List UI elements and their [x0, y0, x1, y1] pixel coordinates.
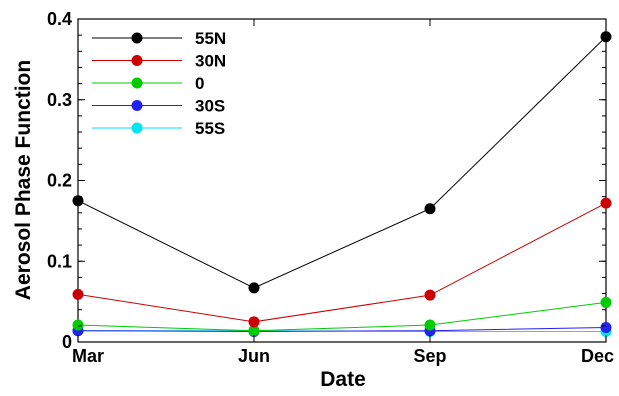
y-axis-title: Aerosol Phase Function — [12, 60, 35, 300]
x-tick-label: Dec — [581, 346, 614, 366]
series-line-30N — [77, 202, 607, 323]
y-tick-label: 0 — [62, 332, 72, 352]
x-tick-label: Jun — [238, 346, 270, 366]
legend-entry: 0 — [92, 74, 204, 93]
x-tick-label: Mar — [72, 346, 104, 366]
y-tick-label: 0.2 — [47, 171, 72, 191]
legend-marker — [131, 55, 143, 66]
y-tick-label: 0.4 — [47, 9, 72, 29]
legend-entry: 55S — [92, 119, 225, 138]
legend-label: 30S — [195, 97, 225, 116]
data-point-0 — [424, 319, 436, 331]
series-line-30S — [77, 326, 607, 333]
data-point-55N — [424, 203, 436, 215]
legend-label: 0 — [195, 74, 204, 93]
x-tick-label: Sep — [413, 346, 446, 366]
data-point-30N — [424, 289, 436, 301]
legend-label: 30N — [195, 52, 226, 71]
legend-entry: 30S — [92, 97, 225, 116]
data-point-30N — [248, 316, 260, 328]
x-axis-title: Date — [320, 368, 366, 391]
data-point-30N — [600, 197, 612, 209]
data-point-30N — [72, 288, 84, 300]
data-point-0 — [248, 325, 260, 337]
data-point-0 — [600, 296, 612, 308]
y-tick-label: 0.3 — [47, 90, 72, 110]
data-point-30S — [600, 321, 612, 333]
legend-marker — [131, 32, 143, 44]
legend-marker — [131, 100, 143, 111]
data-point-55N — [72, 195, 84, 207]
legend-label: 55S — [195, 119, 225, 138]
legend-entry: 30N — [92, 52, 226, 71]
series-line-55N — [77, 36, 607, 289]
data-point-0 — [72, 319, 84, 331]
legend-marker — [131, 77, 143, 89]
series-line-0 — [77, 301, 607, 332]
y-tick-label: 0.1 — [47, 251, 72, 271]
data-point-55N — [600, 31, 612, 43]
legend-entry: 55N — [92, 29, 226, 48]
plot-frame — [77, 18, 607, 343]
legend-marker — [131, 122, 143, 134]
legend-label: 55N — [195, 29, 226, 48]
data-point-55N — [248, 282, 260, 294]
